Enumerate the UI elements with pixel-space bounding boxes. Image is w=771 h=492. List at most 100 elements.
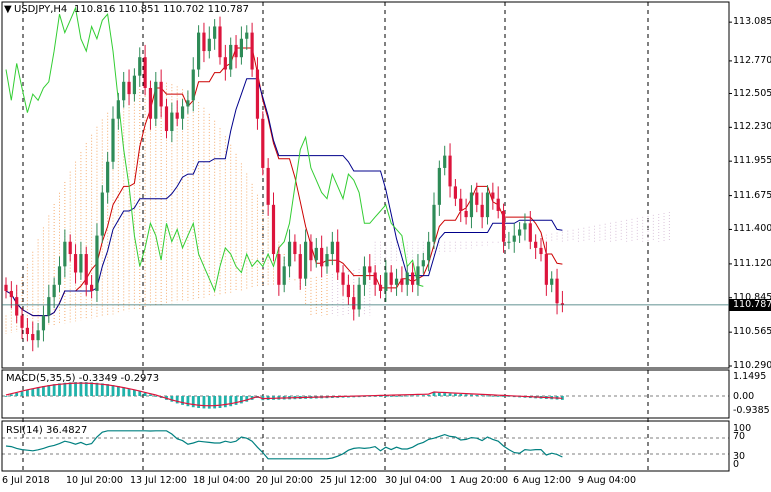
macd-histogram-bar	[106, 384, 110, 396]
macd-histogram-bar	[507, 396, 511, 397]
macd-histogram-bar	[384, 396, 388, 397]
macd-histogram-bar	[432, 392, 436, 396]
candle-body	[100, 192, 104, 236]
candle-body	[389, 272, 393, 285]
candle-body	[20, 315, 24, 328]
macd-histogram-bar	[100, 383, 104, 396]
candle-body	[111, 118, 115, 162]
macd-histogram-bar	[373, 396, 377, 397]
candle-body	[544, 254, 548, 285]
macd-histogram-bar	[111, 385, 115, 396]
macd-histogram-bar	[213, 396, 217, 409]
macd-histogram-bar	[79, 382, 83, 396]
candle-body	[218, 26, 222, 58]
macd-histogram-bar	[459, 394, 463, 396]
macd-histogram-bar	[20, 391, 24, 396]
candle-body	[175, 112, 179, 119]
candle-body	[475, 192, 479, 205]
price-axis-label: 111.955	[733, 155, 771, 167]
candle-body	[453, 186, 457, 199]
current-price-tag: 110.787	[729, 299, 771, 311]
price-axis-label: 112.230	[733, 121, 771, 133]
header-marker: ▼	[4, 4, 12, 15]
macd-histogram-bar	[229, 396, 233, 407]
candle-body	[293, 241, 297, 255]
candle-body	[41, 315, 46, 331]
candle-body	[394, 278, 399, 285]
candle-body	[304, 241, 308, 279]
time-axis-label: 6 Aug 12:00	[513, 475, 572, 486]
price-axis-label: 113.085	[733, 16, 771, 28]
chikou-span-line	[5, 6, 424, 293]
candle-body	[518, 229, 522, 236]
candle-body	[68, 241, 72, 255]
rsi-label: RSI(14) 36.4827	[6, 425, 88, 436]
tenkan-sen-line	[5, 47, 563, 317]
price-axis-label: 111.400	[733, 223, 771, 235]
price-axis-label: 110.845	[733, 291, 771, 303]
candle-body	[507, 241, 511, 243]
candle-body	[550, 278, 554, 285]
rsi-axis-0: 0	[733, 459, 740, 470]
macd-histogram-bar	[197, 396, 200, 408]
main-panel-frame	[1, 1, 730, 369]
candle-body	[127, 81, 131, 95]
candle-body	[384, 272, 388, 291]
candle-body	[378, 284, 383, 291]
candle-body	[143, 57, 147, 88]
macd-histogram-bar	[9, 394, 13, 396]
macd-histogram-bar	[395, 396, 398, 397]
candle-body	[207, 38, 211, 52]
time-axis-label: 10 Jul 20:00	[66, 475, 123, 486]
candle-body	[73, 254, 78, 273]
candle-body	[266, 167, 270, 205]
candle-body	[427, 241, 431, 261]
candle-body	[534, 241, 538, 248]
price-axis-label: 111.120	[733, 257, 771, 269]
candle-body	[539, 247, 543, 255]
candle-body	[320, 247, 324, 267]
candle-body	[245, 32, 249, 39]
time-axis-label: 18 Jul 04:00	[193, 475, 250, 486]
candle-body	[25, 327, 29, 335]
candle-body	[373, 272, 377, 285]
candle-body	[352, 297, 356, 310]
candle-body	[325, 254, 329, 267]
rsi-axis-100: 100	[733, 423, 752, 434]
macd-histogram-bar	[47, 385, 51, 396]
price-axis-label: 112.505	[733, 87, 771, 99]
macd-histogram-bar	[186, 396, 190, 407]
candle-body	[496, 198, 500, 211]
candle-body	[282, 266, 286, 285]
macd-histogram-bar	[191, 396, 195, 408]
candle-body	[309, 241, 313, 261]
candle-body	[271, 204, 276, 255]
macd-histogram-bar	[405, 395, 409, 397]
candle-body	[555, 278, 559, 304]
candle-body	[523, 223, 527, 230]
candle-body	[448, 155, 452, 187]
macd-histogram-bar	[63, 382, 67, 396]
candle-body	[480, 204, 484, 218]
macd-histogram-bar	[175, 396, 179, 404]
macd-histogram-bar	[368, 396, 372, 397]
macd-histogram-bar	[437, 392, 441, 396]
macd-axis-top: 1.1495	[733, 371, 767, 382]
candle-body	[405, 272, 409, 285]
candle-body	[148, 87, 153, 119]
macd-histogram-bar	[240, 396, 243, 404]
macd-histogram-bar	[475, 394, 479, 396]
rsi-line	[5, 430, 563, 460]
time-axis-label: 9 Aug 04:00	[578, 475, 637, 486]
candle-body	[512, 235, 516, 242]
macd-histogram-bar	[223, 396, 227, 408]
candle-body	[159, 81, 163, 107]
macd-histogram-bar	[26, 389, 29, 396]
macd-label: MACD(5,35,5) -0.3349 -0.2973	[6, 373, 160, 384]
macd-histogram-bar	[400, 395, 404, 397]
candle-body	[277, 254, 281, 285]
candle-body	[485, 192, 490, 218]
candle-body	[191, 69, 195, 101]
